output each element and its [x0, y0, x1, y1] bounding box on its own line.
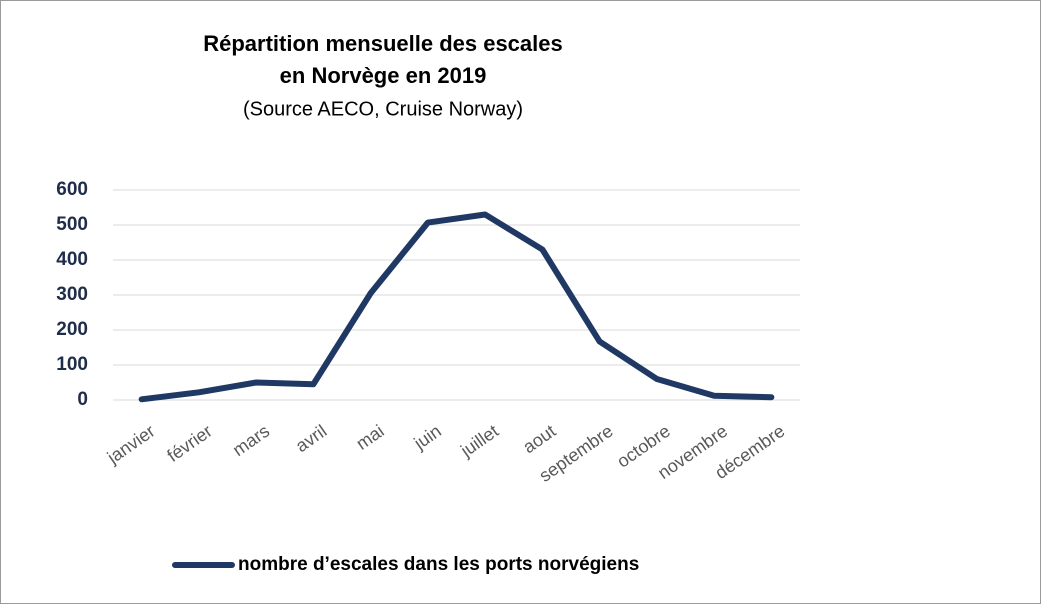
chart-title: Répartition mensuelle des escales — [203, 31, 563, 56]
y-tick-label: 300 — [56, 284, 88, 305]
legend-label: nombre d’escales dans les ports norvégie… — [238, 554, 639, 575]
y-tick-label: 600 — [56, 179, 88, 200]
y-tick-label: 400 — [56, 249, 88, 270]
y-tick-label: 500 — [56, 214, 88, 235]
line-series — [138, 211, 775, 403]
y-tick-label: 0 — [77, 389, 88, 410]
y-tick-label: 100 — [56, 354, 88, 375]
y-tick-label: 200 — [56, 319, 88, 340]
chart-subtitle: (Source AECO, Cruise Norway) — [243, 98, 523, 120]
chart-title: en Norvège en 2019 — [280, 63, 487, 88]
